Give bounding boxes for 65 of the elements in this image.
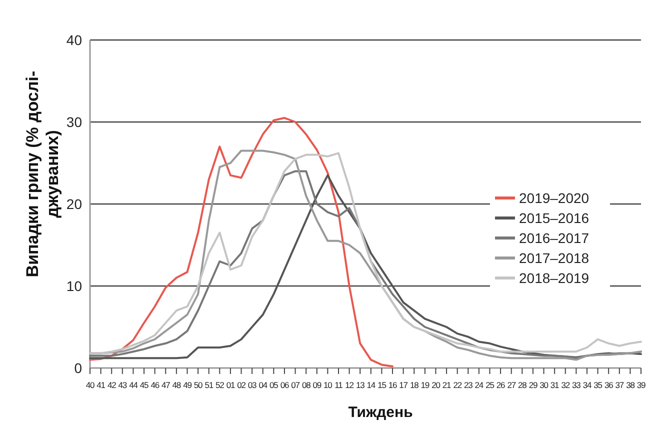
legend-label: 2017–2018 — [519, 250, 590, 266]
legend-label: 2019–2020 — [519, 190, 590, 206]
y-tick-label: 40 — [66, 32, 82, 48]
x-tick-label: 03 — [248, 380, 258, 390]
x-tick-label: 24 — [474, 380, 484, 390]
x-tick-label: 50 — [194, 380, 204, 390]
x-tick-label: 35 — [594, 380, 603, 390]
x-tick-label: 32 — [561, 380, 570, 390]
x-tick-label: 37 — [615, 380, 624, 390]
x-tick-label: 38 — [626, 380, 636, 390]
x-tick-label: 16 — [388, 380, 398, 390]
x-tick-label: 48 — [172, 380, 182, 390]
legend-label: 2016–2017 — [519, 230, 590, 246]
x-tick-label: 49 — [183, 380, 192, 390]
x-tick-label: 19 — [420, 380, 430, 390]
x-tick-label: 05 — [270, 380, 279, 390]
x-tick-label: 04 — [258, 380, 268, 390]
x-tick-label: 30 — [540, 380, 549, 390]
x-tick-label: 45 — [140, 380, 150, 390]
x-tick-label: 22 — [453, 380, 462, 390]
x-tick-label: 41 — [96, 380, 106, 390]
x-tick-label: 09 — [312, 380, 322, 390]
y-tick-label: 10 — [66, 278, 82, 294]
x-tick-label: 51 — [204, 380, 214, 390]
x-tick-label: 02 — [237, 380, 246, 390]
x-tick-label: 26 — [496, 380, 506, 390]
x-tick-label: 44 — [129, 380, 138, 390]
x-tick-label: 34 — [582, 380, 592, 390]
x-tick-label: 21 — [442, 380, 452, 390]
x-tick-label: 08 — [302, 380, 312, 390]
x-tick-label: 18 — [410, 380, 420, 390]
x-tick-label: 15 — [378, 380, 387, 390]
x-tick-label: 06 — [280, 380, 290, 390]
x-tick-label: 40 — [86, 380, 95, 390]
x-tick-label: 47 — [161, 380, 171, 390]
x-tick-label: 14 — [366, 380, 376, 390]
legend-label: 2018–2019 — [519, 270, 590, 286]
y-tick-label: 20 — [66, 196, 82, 212]
x-tick-label: 17 — [399, 380, 408, 390]
y-tick-label: 0 — [74, 360, 82, 376]
legend-label: 2015–2016 — [519, 210, 590, 226]
x-tick-label: 36 — [604, 380, 614, 390]
x-tick-label: 12 — [345, 380, 354, 390]
x-tick-label: 25 — [486, 380, 495, 390]
x-tick-label: 43 — [118, 380, 128, 390]
x-tick-label: 29 — [528, 380, 538, 390]
y-tick-label: 30 — [66, 114, 82, 130]
line-series — [89, 116, 394, 368]
x-tick-label: 07 — [291, 380, 300, 390]
x-tick-label: 11 — [334, 380, 344, 390]
x-tick-label: 31 — [550, 380, 560, 390]
x-tick-label: 28 — [518, 380, 528, 390]
x-tick-label: 13 — [356, 380, 366, 390]
x-tick-label: 01 — [226, 380, 236, 390]
x-tick-label: 46 — [150, 380, 160, 390]
x-tick-label: 10 — [324, 380, 333, 390]
x-tick-label: 27 — [507, 380, 516, 390]
x-tick-label: 42 — [107, 380, 117, 390]
x-tick-label: 39 — [636, 380, 646, 390]
x-tick-label: 52 — [216, 380, 225, 390]
y-axis-title: Випадки грипу (% дослі- джуваних) — [23, 70, 62, 278]
x-axis-title: Тиждень — [348, 404, 413, 421]
x-tick-label: 33 — [572, 380, 582, 390]
x-tick-label: 23 — [464, 380, 474, 390]
x-tick-label: 20 — [432, 380, 441, 390]
